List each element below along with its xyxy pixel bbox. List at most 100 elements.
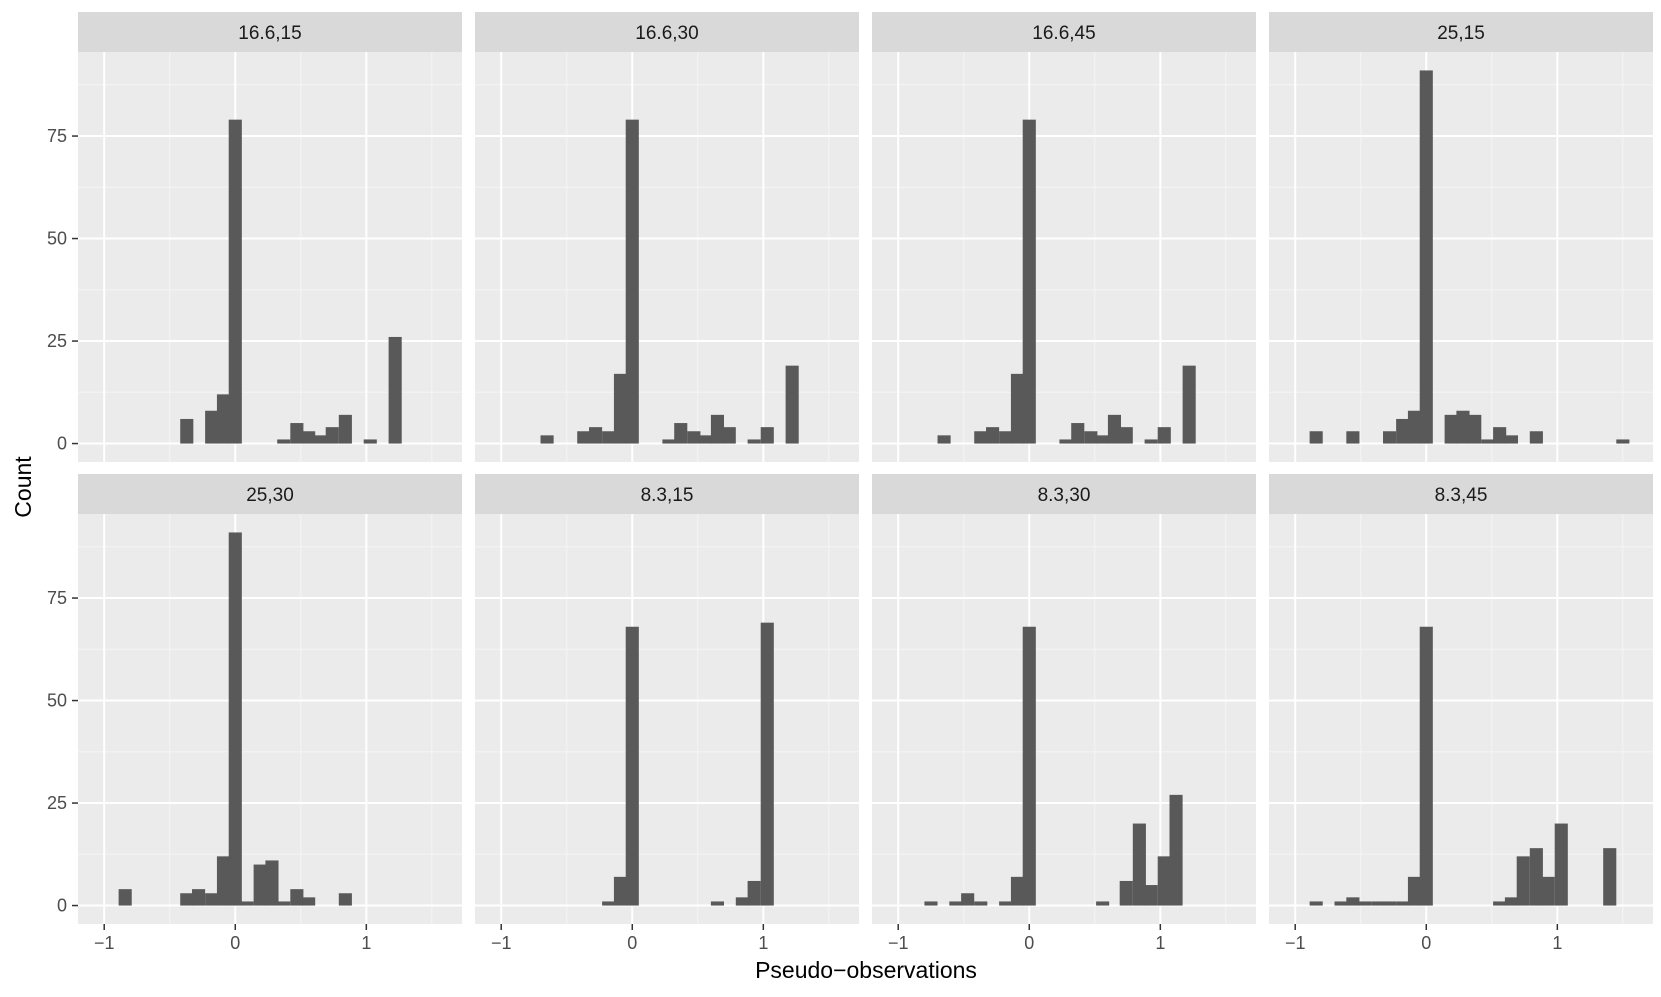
facet-title: 25,30 [246, 485, 294, 506]
histogram-bar [1504, 435, 1519, 444]
histogram-bar [924, 901, 938, 906]
histogram-bar [1107, 414, 1122, 444]
histogram-bar [1144, 439, 1158, 444]
histogram-bar [625, 626, 639, 906]
facet-panel: 8.3,30 [872, 474, 1256, 924]
x-tick-label: 1 [758, 933, 768, 953]
facet-title: 16.6,15 [238, 23, 301, 44]
histogram-bar [253, 864, 267, 906]
histogram-bar [687, 431, 701, 444]
histogram-bar [1334, 901, 1348, 906]
histogram-bar [338, 893, 352, 906]
x-tick-label: 0 [1024, 933, 1034, 953]
facet-panel: 25,15 [1269, 12, 1653, 462]
facet-panel: 16.6,30 [475, 12, 859, 462]
histogram-bar [1010, 876, 1025, 906]
histogram-bar [1309, 901, 1323, 906]
histogram-bar [1182, 365, 1196, 444]
y-tick-label: 0 [57, 434, 67, 454]
histogram-bar [205, 893, 219, 906]
histogram-bar [1529, 431, 1543, 444]
histogram-bar [1157, 427, 1171, 444]
histogram-bar [325, 427, 339, 444]
histogram-bar [540, 435, 554, 444]
histogram-bar [180, 893, 194, 906]
y-axis-title: Count [10, 456, 36, 518]
x-tick-label: −1 [491, 933, 512, 953]
x-tick-label: −1 [888, 933, 909, 953]
histogram-bar [1504, 897, 1519, 906]
histogram-bar [1541, 876, 1555, 906]
histogram-bar [228, 532, 242, 906]
histogram-bar [1022, 626, 1036, 906]
histogram-bar [363, 439, 377, 444]
x-tick-label: −1 [1285, 933, 1306, 953]
facet-title: 16.6,30 [635, 23, 698, 44]
facet-panel: 16.6,15 [78, 12, 462, 462]
facet-title: 8.3,45 [1435, 485, 1488, 506]
facet-title: 16.6,45 [1032, 23, 1095, 44]
histogram-bar [240, 901, 254, 906]
facet-strip [475, 474, 859, 514]
x-tick-label: 0 [230, 933, 240, 953]
histogram-bar [1419, 70, 1433, 444]
y-tick-label: 25 [47, 331, 67, 351]
histogram-bar [625, 119, 639, 444]
histogram-bar [602, 431, 616, 444]
histogram-bar [1084, 431, 1098, 444]
histogram-bar [1383, 901, 1397, 906]
histogram-bar [1554, 823, 1568, 906]
histogram-bar [699, 435, 713, 444]
histogram-bar [302, 897, 316, 906]
histogram-bar [192, 889, 206, 906]
histogram-bar [760, 622, 774, 906]
y-tick-label: 25 [47, 793, 67, 813]
histogram-bar [1603, 848, 1617, 906]
x-tick-label: 0 [627, 933, 637, 953]
facet-strip [1269, 474, 1653, 514]
histogram-bar [662, 439, 676, 444]
histogram-bar [1493, 901, 1507, 906]
histogram-bar [1096, 901, 1110, 906]
histogram-bar [1407, 410, 1422, 444]
histogram-bar [974, 431, 988, 444]
histogram-bar [180, 418, 194, 444]
histogram-bar [228, 119, 242, 444]
histogram-bar [1396, 901, 1410, 906]
histogram-bar [216, 394, 231, 444]
panel-background [872, 52, 1256, 462]
histogram-bar [613, 876, 628, 906]
histogram-bar [710, 901, 725, 906]
y-tick-label: 75 [47, 588, 67, 608]
histogram-bar [1119, 427, 1133, 444]
histogram-bar [1346, 897, 1360, 906]
facet-panel: 8.3,45 [1269, 474, 1653, 924]
histogram-bar [785, 365, 799, 444]
histogram-bar [302, 431, 316, 444]
panel-background [78, 52, 462, 462]
x-tick-label: −1 [94, 933, 115, 953]
histogram-bar [961, 893, 975, 906]
histogram-bar [949, 901, 963, 906]
histogram-bar [1096, 435, 1110, 444]
histogram-bar [1346, 431, 1360, 444]
histogram-bar [986, 427, 1000, 444]
histogram-bar [710, 414, 725, 444]
histogram-bar [1529, 848, 1543, 906]
histogram-bar [1144, 885, 1158, 906]
facet-panel: 16.6,45 [872, 12, 1256, 462]
facet-panel: 25,30 [78, 474, 462, 924]
histogram-bar [1022, 119, 1036, 444]
panel-background [78, 514, 462, 924]
x-axis: −1 0 1 −1 0 1 −1 0 1 −1 0 1 [94, 924, 1562, 953]
histogram-bar [1481, 439, 1495, 444]
histogram-bar [1616, 439, 1630, 444]
histogram-bar [1169, 794, 1183, 906]
y-tick-label: 50 [47, 229, 67, 249]
histogram-bar [388, 336, 402, 444]
x-tick-label: 1 [1155, 933, 1165, 953]
histogram-bar [1119, 880, 1133, 906]
histogram-bar [1010, 373, 1025, 444]
histogram-bar [1396, 418, 1410, 444]
